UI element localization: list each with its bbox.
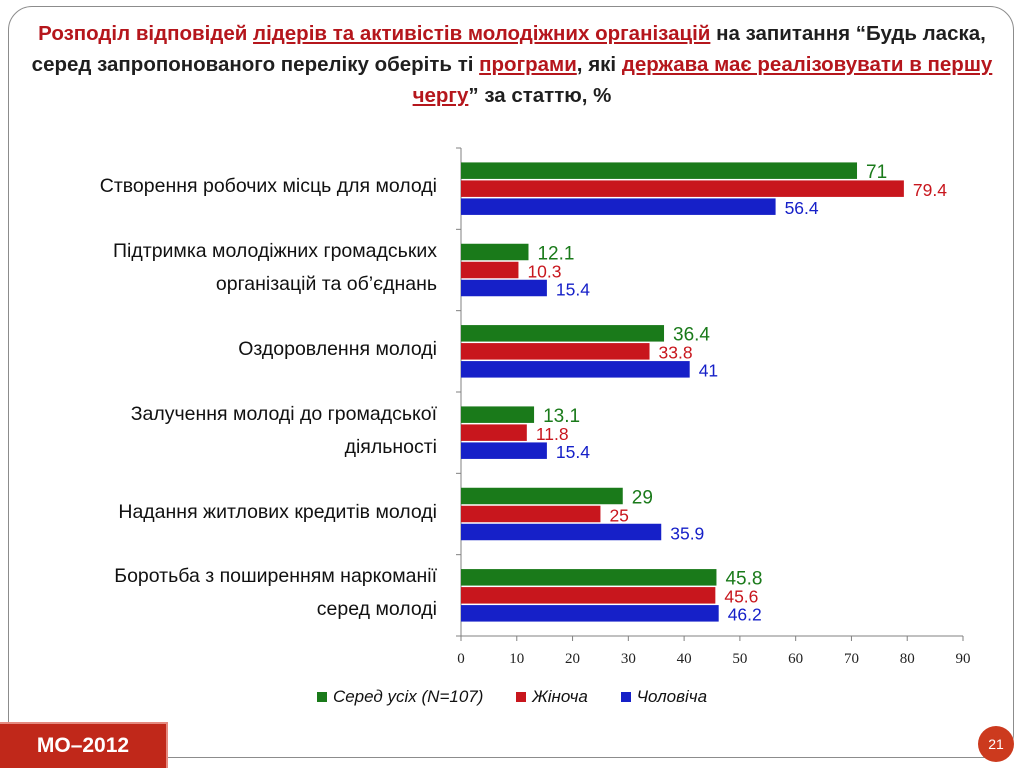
- slide-title: Розподіл відповідей лідерів та активісті…: [30, 18, 994, 111]
- legend-label-female: Жіноча: [532, 687, 588, 706]
- category-label: Боротьба з поширенням наркоманії серед мо…: [17, 560, 437, 626]
- x-tick-label: 20: [565, 651, 580, 667]
- slide-frame: [8, 6, 1014, 758]
- title-part-3: , які: [576, 53, 622, 76]
- title-part-4: ” за статтю, %: [468, 84, 612, 107]
- bar-male: [461, 198, 776, 215]
- legend-swatch-all: [316, 692, 327, 702]
- value-label-male: 35.9: [670, 523, 704, 543]
- value-label-female: 25: [609, 505, 628, 525]
- bar-female: [461, 180, 904, 197]
- x-tick-label: 80: [900, 651, 915, 667]
- value-label-male: 46.2: [728, 605, 762, 625]
- title-part-1: Розподіл відповідей: [38, 22, 254, 45]
- legend-swatch-male: [620, 692, 631, 702]
- value-label-all: 45.8: [725, 569, 762, 590]
- x-tick-label: 60: [788, 651, 803, 667]
- legend-item-all: Серед усіх (N=107): [316, 687, 484, 707]
- category-label: Підтримка молодіжних громадських організа…: [17, 235, 437, 301]
- value-label-all: 29: [632, 487, 653, 508]
- page-number: 21: [978, 726, 1014, 762]
- bar-all: [461, 162, 858, 179]
- category-label: Залучення молоді до громадської діяльност…: [17, 398, 437, 464]
- bar-female: [461, 343, 650, 360]
- bar-female: [461, 587, 716, 604]
- category-label-line: організацій та об’єднань: [215, 273, 437, 295]
- bar-male: [461, 442, 547, 459]
- category-label-line: серед молоді: [316, 598, 437, 621]
- bar-male: [461, 361, 690, 378]
- category-label-line: діяльності: [344, 435, 437, 458]
- title-emphasis-respondents: лідерів та активістів молодіжних організ…: [253, 22, 711, 45]
- category-label-line: Створення робочих місць для молоді: [99, 175, 437, 198]
- bar-male: [461, 279, 547, 297]
- bar-male: [461, 605, 719, 622]
- chart-legend: Серед усіх (N=107) Жіноча Чоловіча: [0, 687, 1024, 707]
- bar-female: [461, 261, 519, 279]
- x-tick-label: 10: [509, 651, 524, 667]
- title-emphasis-programs: програми: [479, 53, 577, 76]
- value-label-male: 15.4: [556, 442, 590, 462]
- footer-badge: МО–2012: [0, 722, 168, 768]
- x-tick-label: 0: [457, 651, 465, 667]
- category-label: Оздоровлення молоді: [17, 333, 437, 366]
- x-tick-label: 70: [844, 651, 859, 667]
- category-label: Створення робочих місць для молоді: [17, 170, 437, 203]
- category-label-line: Боротьба з поширенням наркоманії: [114, 565, 437, 588]
- bar-all: [461, 325, 665, 342]
- bar-female: [461, 505, 601, 523]
- category-label-line: Залучення молоді до громадської: [130, 402, 437, 425]
- bar-all: [461, 243, 529, 261]
- value-label-all: 36.4: [673, 325, 710, 346]
- value-label-all: 12.1: [537, 243, 574, 264]
- x-tick-label: 40: [677, 651, 692, 667]
- legend-item-male: Чоловіча: [620, 687, 708, 707]
- title-emphasis-state: держава має реалізовувати в першу чергу: [412, 53, 993, 107]
- category-label: Надання житлових кредитів молоді: [17, 496, 437, 529]
- value-label-all: 71: [866, 162, 887, 183]
- title-part-2: на запитання “Будь ласка, серед запропон…: [31, 22, 986, 76]
- value-label-female: 33.8: [659, 343, 693, 363]
- category-label-line: Надання житлових кредитів молоді: [118, 500, 437, 523]
- bar-female: [461, 424, 527, 441]
- value-label-female: 45.6: [724, 587, 758, 607]
- value-label-all: 13.1: [543, 406, 580, 427]
- legend-item-female: Жіноча: [516, 687, 588, 707]
- bar-all: [461, 487, 623, 505]
- x-tick-label: 90: [956, 651, 971, 667]
- value-label-female: 11.8: [536, 424, 569, 444]
- category-label-line: Підтримка молодіжних громадських: [113, 240, 437, 262]
- bar-male: [461, 523, 662, 541]
- x-tick-label: 50: [732, 651, 747, 667]
- legend-label-all: Серед усіх (N=107): [332, 687, 484, 706]
- value-label-male: 56.4: [785, 198, 819, 218]
- bar-all: [461, 406, 535, 423]
- legend-swatch-female: [516, 692, 527, 702]
- value-label-female: 79.4: [913, 180, 947, 200]
- bar-all: [461, 569, 717, 586]
- value-label-male: 15.4: [556, 279, 590, 299]
- legend-label-male: Чоловіча: [636, 687, 708, 706]
- x-tick-label: 30: [621, 651, 636, 667]
- value-label-male: 41: [699, 361, 718, 381]
- value-label-female: 10.3: [527, 261, 561, 281]
- category-label-line: Оздоровлення молоді: [238, 337, 437, 360]
